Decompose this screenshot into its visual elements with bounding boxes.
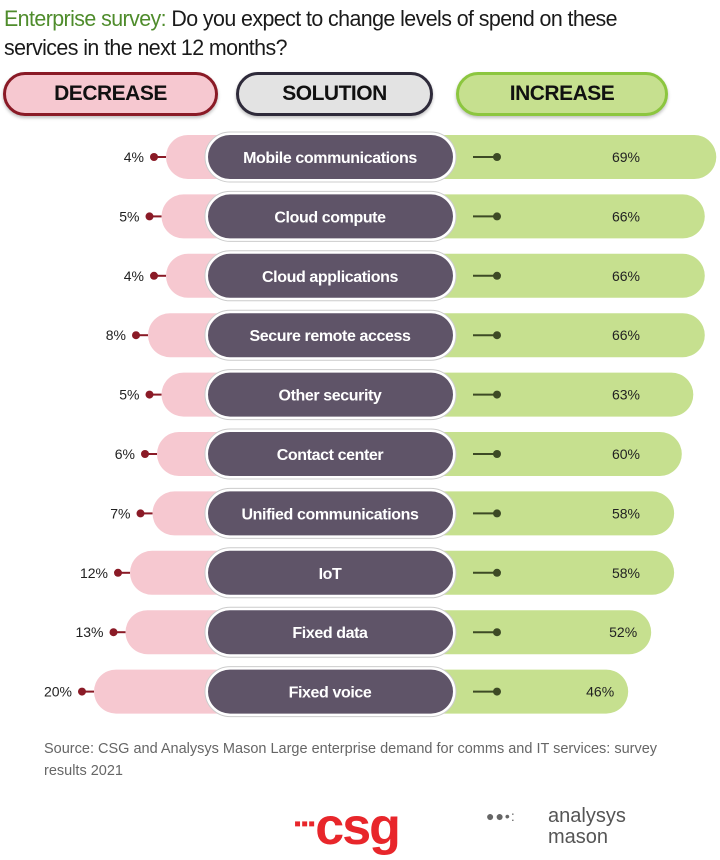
decrease-dot bbox=[145, 212, 154, 221]
increase-bar bbox=[420, 550, 675, 595]
solution-pill bbox=[208, 313, 453, 358]
increase-dot bbox=[493, 628, 501, 637]
decrease-label: 4% bbox=[124, 149, 144, 165]
title-highlight: Enterprise survey: bbox=[4, 6, 167, 31]
solution-pill bbox=[208, 135, 453, 179]
increase-dot bbox=[493, 153, 501, 161]
increase-label: 66% bbox=[612, 327, 640, 343]
decrease-dot bbox=[136, 509, 145, 518]
solution-pill bbox=[208, 669, 453, 714]
header-increase: INCREASE bbox=[456, 72, 668, 116]
solution-label: Fixed voice bbox=[289, 685, 372, 702]
chart-area: 4% 69% Mobile communications 5% 66% Cloud com… bbox=[44, 131, 717, 718]
increase-label: 69% bbox=[612, 149, 640, 165]
increase-bar bbox=[420, 313, 705, 358]
increase-label: 60% bbox=[612, 446, 640, 462]
row: 4% 69% Mobile communications bbox=[124, 131, 717, 183]
increase-label: 66% bbox=[612, 208, 640, 224]
solution-pill bbox=[208, 253, 453, 298]
solution-pill bbox=[208, 610, 453, 655]
solution-label: Fixed data bbox=[292, 625, 368, 642]
solution-label: Unified communications bbox=[242, 506, 419, 523]
increase-bar bbox=[420, 610, 652, 655]
solution-label: Secure remote access bbox=[249, 328, 411, 345]
increase-bar bbox=[420, 194, 705, 239]
increase-dot bbox=[493, 450, 501, 458]
increase-dot bbox=[493, 509, 501, 518]
row: 20% 46% Fixed voice bbox=[44, 666, 629, 718]
decrease-dot bbox=[150, 153, 158, 161]
decrease-label: 20% bbox=[44, 684, 72, 700]
decrease-dot bbox=[150, 271, 158, 280]
increase-label: 58% bbox=[612, 505, 640, 521]
increase-bar bbox=[420, 372, 694, 417]
source-note: Source: CSG and Analysys Mason Large ent… bbox=[44, 741, 658, 779]
increase-dot bbox=[493, 212, 501, 221]
increase-label: 52% bbox=[609, 624, 637, 640]
solution-label: Other security bbox=[279, 388, 382, 405]
chart-title: Enterprise survey: Do you expect to chan… bbox=[4, 4, 684, 62]
solution-label: Cloud applications bbox=[262, 269, 398, 286]
decrease-label: 5% bbox=[119, 387, 139, 403]
decrease-dot bbox=[141, 450, 149, 458]
row: 6% 60% Contact center bbox=[115, 428, 682, 480]
increase-dot bbox=[493, 687, 501, 696]
increase-dot bbox=[493, 331, 501, 340]
solution-pill bbox=[208, 550, 453, 595]
decrease-label: 8% bbox=[106, 327, 126, 343]
decrease-label: 4% bbox=[124, 268, 144, 284]
solution-label: Mobile communications bbox=[243, 150, 417, 167]
solution-pill bbox=[208, 432, 453, 476]
title-text: Do you expect to change levels of spend … bbox=[4, 6, 618, 60]
decrease-label: 7% bbox=[110, 505, 130, 521]
row: 7% 58% Unified communications bbox=[110, 487, 675, 539]
increase-bar bbox=[420, 491, 675, 536]
solution-label: IoT bbox=[319, 566, 342, 583]
csg-logo: ▪▪▪csg bbox=[294, 798, 401, 856]
increase-bar bbox=[420, 253, 705, 298]
increase-dot bbox=[493, 390, 501, 399]
increase-label: 46% bbox=[586, 684, 614, 700]
increase-bar bbox=[420, 432, 682, 476]
decrease-dot bbox=[78, 687, 86, 696]
row: 13% 52% Fixed data bbox=[75, 606, 652, 658]
increase-dot bbox=[493, 271, 501, 280]
solution-label: Cloud compute bbox=[274, 209, 386, 226]
solution-pill bbox=[208, 372, 453, 417]
decrease-label: 5% bbox=[119, 208, 139, 224]
solution-pill bbox=[208, 491, 453, 536]
decrease-label: 13% bbox=[75, 624, 103, 640]
solution-pill bbox=[208, 194, 453, 239]
header-solution: SOLUTION bbox=[236, 72, 433, 116]
row: 5% 63% Other security bbox=[119, 369, 694, 421]
decrease-label: 12% bbox=[80, 565, 108, 581]
increase-label: 63% bbox=[612, 387, 640, 403]
decrease-dot bbox=[145, 390, 154, 399]
decrease-dot bbox=[114, 568, 122, 577]
row: 8% 66% Secure remote access bbox=[106, 309, 705, 361]
increase-label: 66% bbox=[612, 268, 640, 284]
increase-label: 58% bbox=[612, 565, 640, 581]
row: 12% 58% IoT bbox=[80, 547, 675, 599]
decrease-dot bbox=[109, 628, 118, 637]
increase-dot bbox=[493, 568, 501, 577]
decrease-dot bbox=[132, 331, 140, 340]
increase-bar bbox=[420, 669, 629, 714]
increase-bar bbox=[420, 135, 717, 179]
solution-label: Contact center bbox=[277, 447, 384, 464]
row: 4% 66% Cloud applications bbox=[124, 250, 705, 302]
row: 5% 66% Cloud compute bbox=[119, 190, 705, 242]
header-decrease: DECREASE bbox=[3, 72, 218, 116]
decrease-label: 6% bbox=[115, 446, 135, 462]
analysys-mason-logo: ●●•: analysys mason bbox=[486, 805, 626, 848]
